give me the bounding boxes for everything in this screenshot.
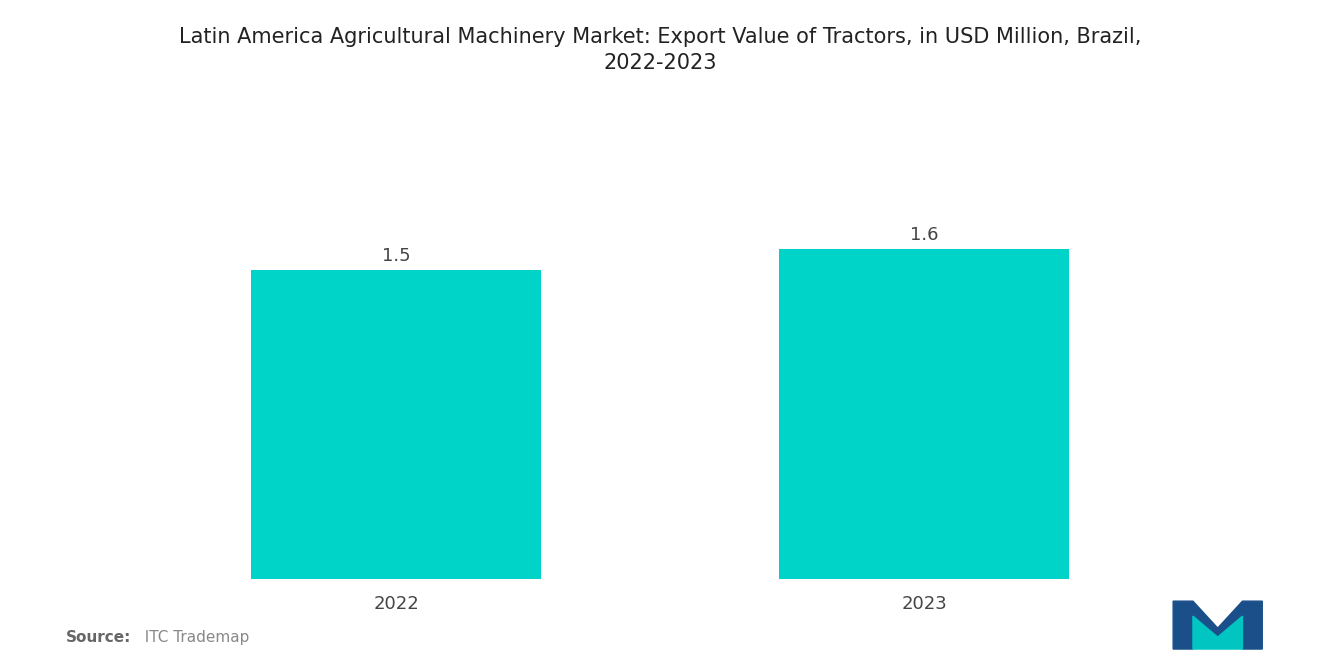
Bar: [251, 270, 541, 579]
Text: ITC Trademap: ITC Trademap: [135, 630, 249, 645]
Text: Source:: Source:: [66, 630, 132, 645]
Text: 1.6: 1.6: [909, 226, 939, 244]
Text: 1.5: 1.5: [381, 247, 411, 265]
Polygon shape: [1173, 601, 1262, 649]
Text: Latin America Agricultural Machinery Market: Export Value of Tractors, in USD Mi: Latin America Agricultural Machinery Mar…: [178, 27, 1142, 73]
Bar: [779, 249, 1069, 579]
Polygon shape: [1193, 616, 1242, 649]
